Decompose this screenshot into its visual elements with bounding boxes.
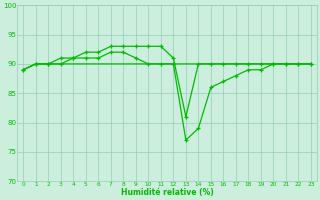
X-axis label: Humidité relative (%): Humidité relative (%) xyxy=(121,188,213,197)
